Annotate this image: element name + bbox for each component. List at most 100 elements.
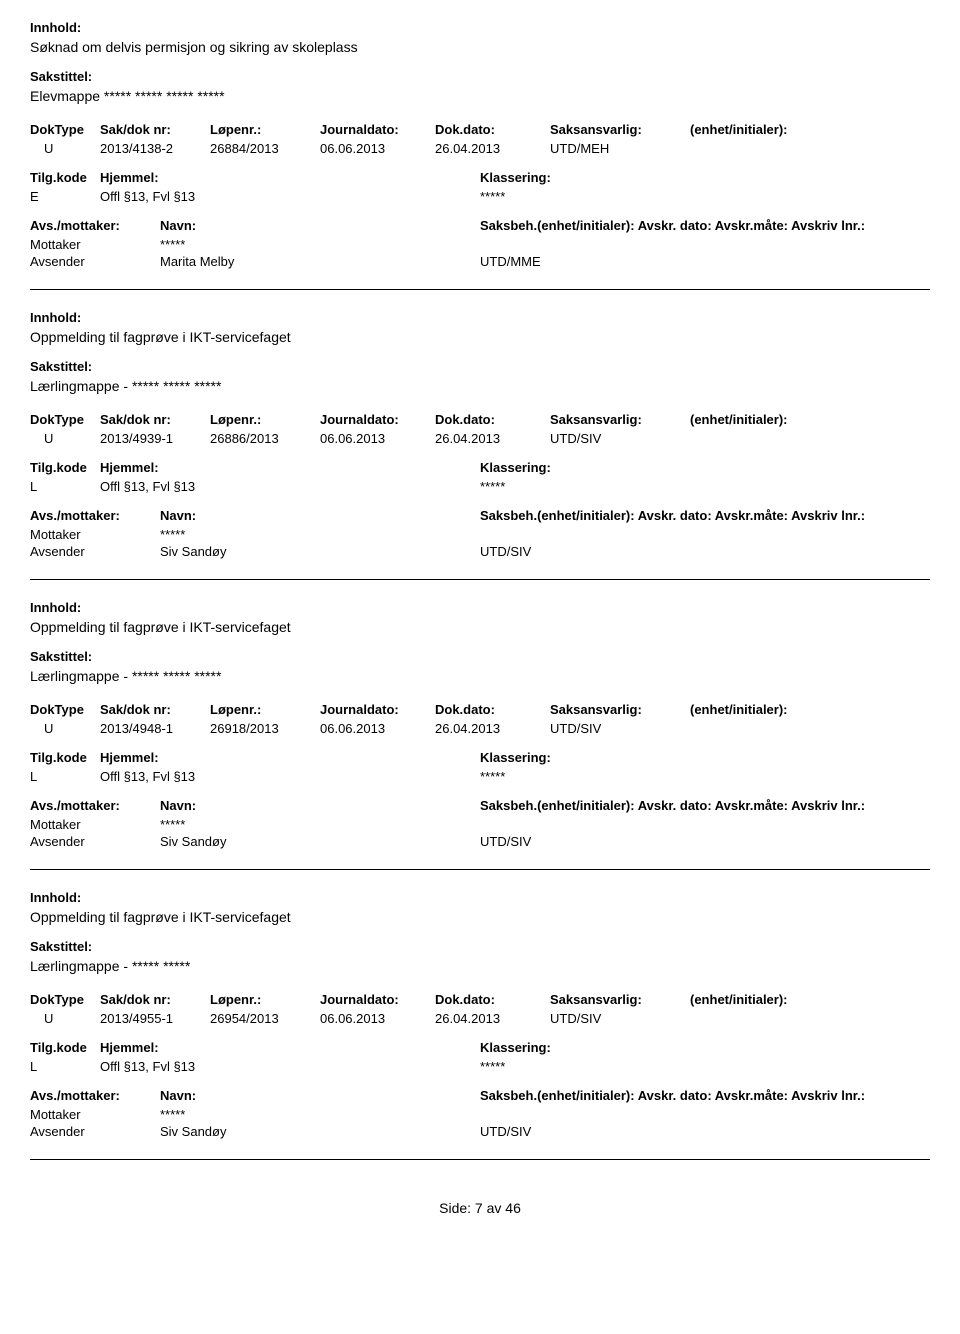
- lopenr-header: Løpenr.:: [210, 122, 320, 137]
- enhet-header: (enhet/initialer):: [690, 122, 850, 137]
- sakdok-value: 2013/4138-2: [100, 141, 210, 156]
- enhet-header: (enhet/initialer):: [690, 702, 850, 717]
- saksansvarlig-header: Saksansvarlig:: [550, 702, 690, 717]
- dokdato-value: 26.04.2013: [435, 721, 550, 736]
- avsender-name: Marita Melby: [160, 254, 480, 269]
- mottaker-name: *****: [160, 237, 480, 252]
- journal-record: Innhold: Oppmelding til fagprøve i IKT-s…: [30, 890, 930, 1139]
- klassering-header: Klassering:: [480, 750, 600, 765]
- doktype-header: DokType: [30, 412, 100, 427]
- avsender-name: Siv Sandøy: [160, 834, 480, 849]
- sakdok-value: 2013/4948-1: [100, 721, 210, 736]
- sakstittel-value: Elevmappe ***** ***** ***** *****: [30, 88, 930, 104]
- avsender-role: Avsender: [30, 1124, 160, 1139]
- klassering-value: *****: [480, 479, 600, 494]
- mottaker-role: Mottaker: [30, 1107, 160, 1122]
- saksansvarlig-header: Saksansvarlig:: [550, 412, 690, 427]
- mottaker-role: Mottaker: [30, 527, 160, 542]
- dokdato-value: 26.04.2013: [435, 431, 550, 446]
- innhold-value: Oppmelding til fagprøve i IKT-servicefag…: [30, 619, 930, 635]
- saksbeh-header: Saksbeh.(enhet/initialer): Avskr. dato: …: [480, 218, 930, 233]
- enhet-value: [690, 431, 850, 446]
- tilgkode-header: Tilg.kode: [30, 460, 100, 475]
- sakstittel-label: Sakstittel:: [30, 69, 930, 84]
- dokdato-value: 26.04.2013: [435, 141, 550, 156]
- lopenr-header: Løpenr.:: [210, 412, 320, 427]
- navn-header: Navn:: [160, 508, 480, 523]
- mottaker-unit: [480, 817, 680, 832]
- saksansvarlig-value: UTD/SIV: [550, 431, 690, 446]
- avsmottaker-header: Avs./mottaker:: [30, 1088, 160, 1103]
- tilgkode-value: L: [30, 479, 100, 494]
- innhold-value: Oppmelding til fagprøve i IKT-servicefag…: [30, 329, 930, 345]
- journaldato-header: Journaldato:: [320, 412, 435, 427]
- page-footer: Side: 7 av 46: [30, 1200, 930, 1216]
- avsender-role: Avsender: [30, 834, 160, 849]
- mottaker-unit: [480, 527, 680, 542]
- avsender-name: Siv Sandøy: [160, 1124, 480, 1139]
- enhet-value: [690, 141, 850, 156]
- mottaker-name: *****: [160, 527, 480, 542]
- record-separator: [30, 1159, 930, 1160]
- innhold-label: Innhold:: [30, 310, 930, 325]
- avsender-role: Avsender: [30, 544, 160, 559]
- avsender-unit: UTD/SIV: [480, 834, 680, 849]
- tilgkode-header: Tilg.kode: [30, 1040, 100, 1055]
- avsmottaker-header: Avs./mottaker:: [30, 508, 160, 523]
- tilgkode-value: E: [30, 189, 100, 204]
- innhold-label: Innhold:: [30, 890, 930, 905]
- innhold-value: Oppmelding til fagprøve i IKT-servicefag…: [30, 909, 930, 925]
- sakstittel-value: Lærlingmappe - ***** *****: [30, 958, 930, 974]
- klassering-value: *****: [480, 769, 600, 784]
- tilgkode-value: L: [30, 1059, 100, 1074]
- sakdok-header: Sak/dok nr:: [100, 412, 210, 427]
- dokdato-header: Dok.dato:: [435, 702, 550, 717]
- journal-record: Innhold: Oppmelding til fagprøve i IKT-s…: [30, 600, 930, 849]
- mottaker-role: Mottaker: [30, 817, 160, 832]
- saksbeh-header: Saksbeh.(enhet/initialer): Avskr. dato: …: [480, 1088, 930, 1103]
- hjemmel-header: Hjemmel:: [100, 750, 480, 765]
- lopenr-value: 26884/2013: [210, 141, 320, 156]
- lopenr-header: Løpenr.:: [210, 992, 320, 1007]
- hjemmel-value: Offl §13, Fvl §13: [100, 479, 480, 494]
- doktype-header: DokType: [30, 992, 100, 1007]
- sakstittel-label: Sakstittel:: [30, 359, 930, 374]
- journaldato-header: Journaldato:: [320, 992, 435, 1007]
- innhold-label: Innhold:: [30, 20, 930, 35]
- journaldato-value: 06.06.2013: [320, 431, 435, 446]
- avsender-name: Siv Sandøy: [160, 544, 480, 559]
- lopenr-value: 26954/2013: [210, 1011, 320, 1026]
- avsmottaker-header: Avs./mottaker:: [30, 218, 160, 233]
- journaldato-value: 06.06.2013: [320, 141, 435, 156]
- doktype-value: U: [30, 721, 100, 736]
- enhet-header: (enhet/initialer):: [690, 412, 850, 427]
- innhold-label: Innhold:: [30, 600, 930, 615]
- hjemmel-header: Hjemmel:: [100, 170, 480, 185]
- klassering-value: *****: [480, 1059, 600, 1074]
- avsender-unit: UTD/SIV: [480, 1124, 680, 1139]
- saksansvarlig-value: UTD/MEH: [550, 141, 690, 156]
- lopenr-value: 26918/2013: [210, 721, 320, 736]
- lopenr-header: Løpenr.:: [210, 702, 320, 717]
- navn-header: Navn:: [160, 218, 480, 233]
- lopenr-value: 26886/2013: [210, 431, 320, 446]
- dokdato-header: Dok.dato:: [435, 122, 550, 137]
- saksansvarlig-value: UTD/SIV: [550, 1011, 690, 1026]
- klassering-header: Klassering:: [480, 170, 600, 185]
- sakstittel-value: Lærlingmappe - ***** ***** *****: [30, 668, 930, 684]
- enhet-value: [690, 721, 850, 736]
- mottaker-name: *****: [160, 817, 480, 832]
- avsender-role: Avsender: [30, 254, 160, 269]
- klassering-value: *****: [480, 189, 600, 204]
- journaldato-value: 06.06.2013: [320, 721, 435, 736]
- navn-header: Navn:: [160, 1088, 480, 1103]
- mottaker-unit: [480, 237, 680, 252]
- tilgkode-value: L: [30, 769, 100, 784]
- enhet-value: [690, 1011, 850, 1026]
- dokdato-header: Dok.dato:: [435, 992, 550, 1007]
- innhold-value: Søknad om delvis permisjon og sikring av…: [30, 39, 930, 55]
- navn-header: Navn:: [160, 798, 480, 813]
- dokdato-header: Dok.dato:: [435, 412, 550, 427]
- klassering-header: Klassering:: [480, 460, 600, 475]
- avsender-unit: UTD/SIV: [480, 544, 680, 559]
